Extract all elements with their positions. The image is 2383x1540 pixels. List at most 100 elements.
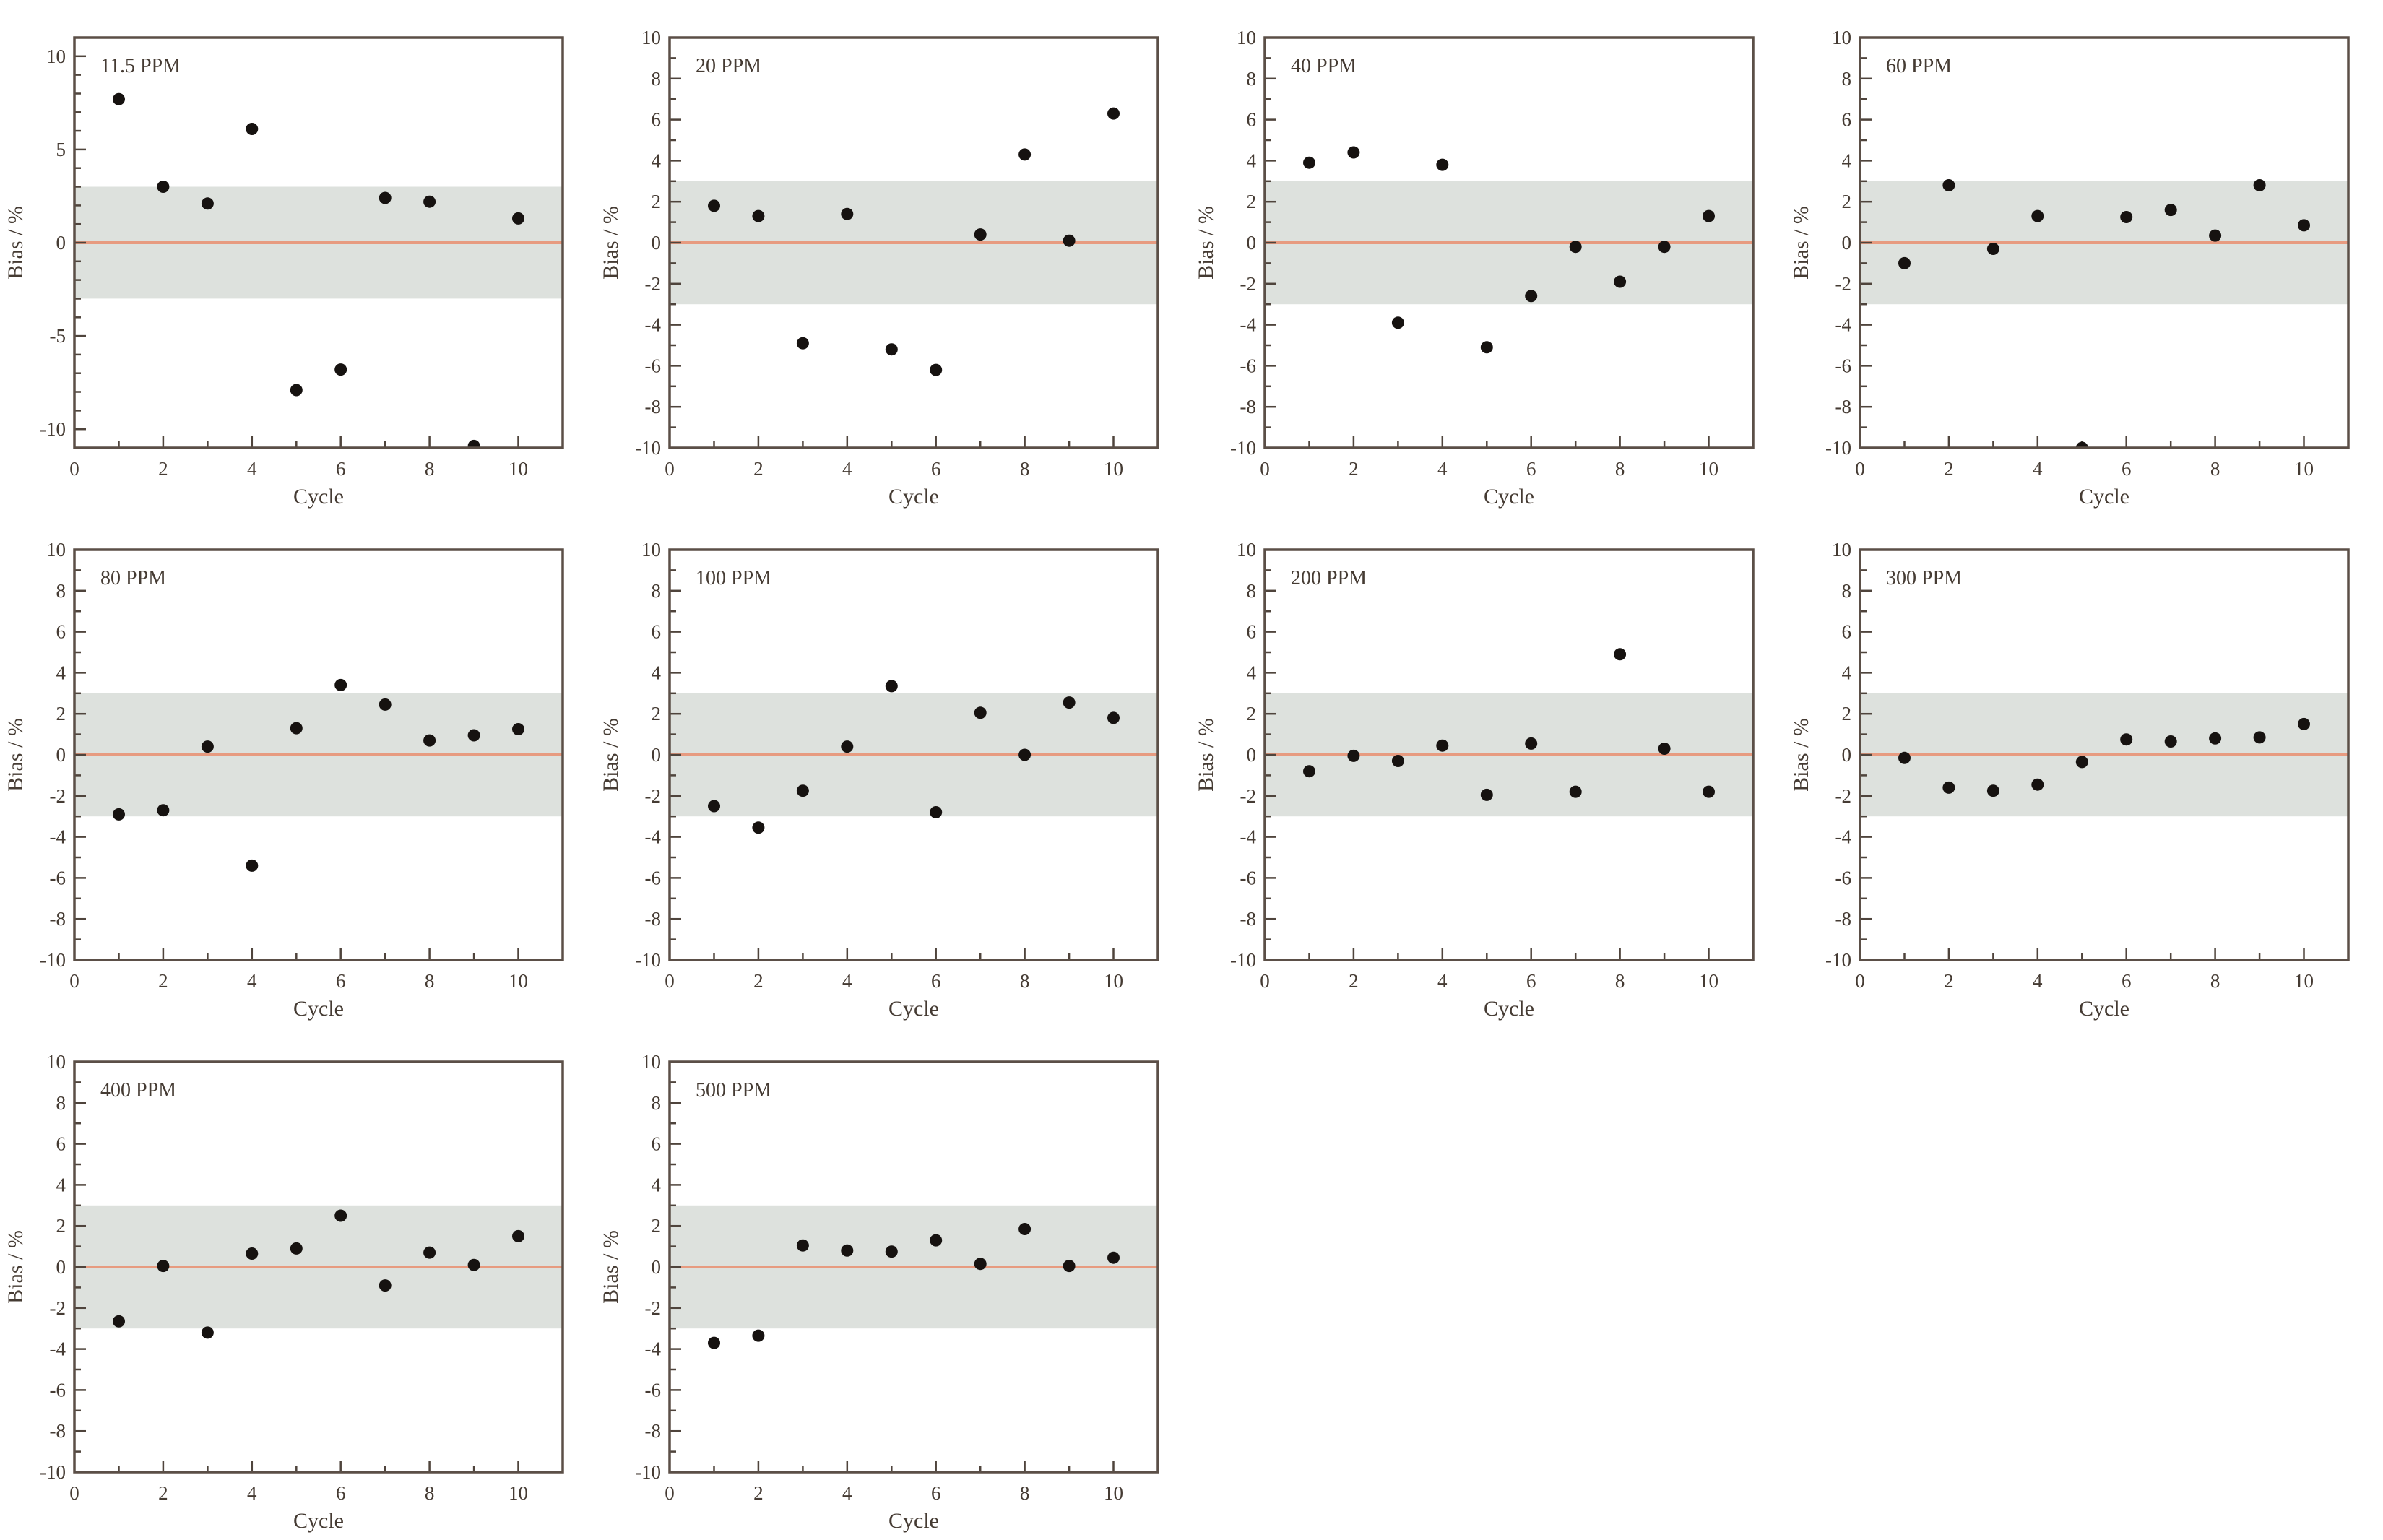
data-point bbox=[1063, 1260, 1076, 1273]
y-tick-label: 4 bbox=[56, 1174, 66, 1195]
y-tick-label: 4 bbox=[652, 150, 662, 171]
x-tick-label: 4 bbox=[247, 1482, 257, 1504]
x-tick-label: 2 bbox=[1349, 970, 1359, 992]
x-tick-label: 0 bbox=[1260, 970, 1270, 992]
y-tick-label: 2 bbox=[56, 703, 66, 724]
panel-title: 400 PPM bbox=[100, 1079, 176, 1102]
data-point bbox=[1569, 785, 1582, 798]
y-tick-label: -6 bbox=[1240, 867, 1257, 888]
x-tick-label: 4 bbox=[2033, 458, 2043, 480]
y-tick-label: 6 bbox=[1842, 621, 1852, 643]
data-point bbox=[467, 729, 480, 742]
data-point bbox=[512, 212, 524, 225]
data-point bbox=[423, 195, 436, 208]
plot-frame bbox=[668, 1060, 1159, 1474]
y-tick-label: 2 bbox=[652, 191, 662, 212]
x-tick-label: 2 bbox=[1944, 970, 1954, 992]
data-points bbox=[1898, 179, 2310, 448]
x-tick-label: 8 bbox=[1615, 970, 1625, 992]
data-point bbox=[2253, 179, 2266, 191]
data-point bbox=[512, 1229, 524, 1242]
x-tick-label: 2 bbox=[158, 970, 168, 992]
data-point bbox=[1614, 275, 1627, 288]
y-tick-label: -6 bbox=[645, 1379, 662, 1401]
y-tick-label: -2 bbox=[1835, 273, 1852, 295]
data-point bbox=[334, 1209, 347, 1222]
x-tick-label: 10 bbox=[1104, 458, 1123, 480]
data-point bbox=[2164, 735, 2177, 748]
x-tick-label: 4 bbox=[2033, 970, 2043, 992]
y-axis-label: Bias / % bbox=[599, 718, 623, 792]
x-axis-label: Cycle bbox=[2079, 485, 2129, 509]
panel-40-ppm: -10 -8 -6 -4 -2 0 2 4 6 8 10 0 2 4 6 8 10 40 PPM Cycle Bias… bbox=[1193, 0, 1788, 512]
panel-200-ppm: -10 -8 -6 -4 -2 0 2 4 6 8 10 0 2 4 6 8 10 200 PPM Cycle Bia… bbox=[1193, 512, 1788, 1024]
data-point bbox=[379, 1279, 392, 1292]
y-axis-label: Bias / % bbox=[4, 1230, 27, 1304]
x-axis-label: Cycle bbox=[888, 997, 939, 1021]
y-tick-label: -10 bbox=[40, 418, 66, 440]
plot-frame bbox=[73, 1060, 564, 1474]
x-tick-label: 6 bbox=[336, 1482, 346, 1504]
x-tick-label: 4 bbox=[1437, 970, 1448, 992]
x-tick-label: 10 bbox=[1104, 970, 1123, 992]
x-tick-label: 0 bbox=[665, 970, 675, 992]
scatter-chart-500-ppm: -10 -8 -6 -4 -2 0 2 4 6 8 10 0 2 4 6 8 10 500 PPM Cycle Bia… bbox=[599, 1051, 1159, 1533]
y-axis-label: Bias / % bbox=[4, 206, 27, 280]
y-tick-label: -5 bbox=[50, 325, 66, 347]
data-point bbox=[752, 209, 765, 222]
y-tick-label: -8 bbox=[645, 1420, 662, 1442]
data-point bbox=[113, 1315, 125, 1328]
x-tick-label: 2 bbox=[753, 1482, 764, 1504]
data-point bbox=[885, 680, 898, 693]
y-axis-label: Bias / % bbox=[1194, 718, 1218, 792]
data-points bbox=[113, 92, 524, 448]
data-points bbox=[708, 680, 1120, 834]
x-tick-label: 6 bbox=[931, 458, 941, 480]
x-tick-label: 10 bbox=[2294, 458, 2314, 480]
y-tick-label: 8 bbox=[56, 1092, 66, 1114]
data-points bbox=[113, 678, 524, 872]
y-tick-label: -8 bbox=[1240, 396, 1257, 418]
data-point bbox=[290, 1242, 303, 1255]
y-tick-label: -10 bbox=[40, 1461, 66, 1483]
x-axis-label: Cycle bbox=[293, 1509, 344, 1533]
data-point bbox=[1658, 743, 1671, 755]
panel-title: 200 PPM bbox=[1291, 567, 1367, 589]
x-tick-label: 4 bbox=[1437, 458, 1448, 480]
data-point bbox=[2075, 756, 2088, 769]
x-axis-label: Cycle bbox=[1484, 485, 1534, 509]
data-point bbox=[930, 363, 943, 376]
x-tick-label: 10 bbox=[1104, 1482, 1123, 1504]
data-point bbox=[334, 363, 347, 376]
y-tick-label: -10 bbox=[1230, 949, 1256, 971]
data-points bbox=[708, 107, 1120, 376]
x-tick-label: 0 bbox=[1260, 458, 1270, 480]
data-point bbox=[1703, 785, 1715, 798]
data-point bbox=[157, 181, 170, 193]
y-tick-label: 0 bbox=[652, 1256, 662, 1278]
data-point bbox=[1347, 146, 1360, 159]
data-point bbox=[157, 804, 170, 817]
y-tick-label: -4 bbox=[1240, 826, 1257, 848]
data-point bbox=[841, 207, 854, 220]
x-tick-label: 0 bbox=[69, 970, 79, 992]
y-tick-label: 4 bbox=[652, 1174, 662, 1195]
y-tick-label: -4 bbox=[50, 826, 66, 848]
y-tick-label: 2 bbox=[1842, 191, 1852, 212]
panel-title: 60 PPM bbox=[1886, 55, 1952, 77]
data-point bbox=[796, 1239, 809, 1252]
y-tick-label: -4 bbox=[1835, 314, 1852, 336]
y-axis-label: Bias / % bbox=[599, 1230, 623, 1304]
data-point bbox=[1898, 256, 1911, 269]
data-point bbox=[2120, 211, 2133, 223]
x-tick-label: 8 bbox=[1020, 970, 1030, 992]
scatter-chart-200-ppm: -10 -8 -6 -4 -2 0 2 4 6 8 10 0 2 4 6 8 10 200 PPM Cycle Bia… bbox=[1194, 539, 1755, 1021]
y-axis-label: Bias / % bbox=[4, 718, 27, 792]
data-point bbox=[2031, 778, 2044, 791]
y-tick-label: -4 bbox=[1240, 314, 1257, 336]
data-point bbox=[1018, 148, 1032, 161]
data-point bbox=[930, 1234, 943, 1247]
y-tick-label: -2 bbox=[645, 1297, 662, 1319]
panel-title: 11.5 PPM bbox=[100, 55, 181, 77]
